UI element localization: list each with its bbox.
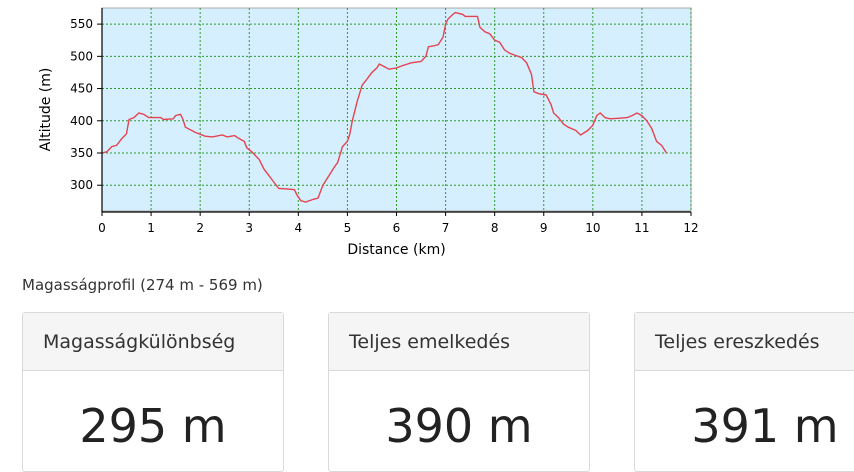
- x-tick-label: 11: [634, 221, 649, 235]
- total-ascent-card: Teljes emelkedés 390 m: [328, 312, 590, 472]
- x-tick-label: 0: [98, 221, 106, 235]
- y-tick-label: 550: [70, 17, 93, 31]
- y-tick-label: 450: [70, 82, 93, 96]
- x-tick-label: 1: [147, 221, 155, 235]
- x-axis-label: Distance (km): [347, 242, 445, 258]
- x-tick-label: 6: [393, 221, 401, 235]
- x-tick-label: 8: [491, 221, 499, 235]
- y-tick-label: 350: [70, 146, 93, 160]
- x-tick-label: 12: [683, 221, 698, 235]
- x-tick-label: 10: [585, 221, 600, 235]
- x-tick-label: 2: [196, 221, 204, 235]
- profile-caption: Magasságprofil (274 m - 569 m): [22, 276, 263, 294]
- total-descent-card: Teljes ereszkedés 391 m: [634, 312, 854, 472]
- grid: [102, 8, 692, 211]
- y-axis-label: Altitude (m): [38, 68, 54, 152]
- card-value: 391 m: [691, 399, 839, 453]
- x-tick-label: 9: [540, 221, 548, 235]
- card-title: Teljes emelkedés: [329, 313, 589, 371]
- x-tick-label: 7: [442, 221, 450, 235]
- card-value: 390 m: [385, 399, 533, 453]
- card-title: Magasságkülönbség: [23, 313, 283, 371]
- x-tick-label: 5: [344, 221, 352, 235]
- y-tick-label: 300: [70, 178, 93, 192]
- card-title: Teljes ereszkedés: [635, 313, 854, 371]
- y-tick-label: 400: [70, 114, 93, 128]
- card-value: 295 m: [79, 399, 227, 453]
- x-tick-label: 3: [245, 221, 253, 235]
- elevation-difference-card: Magasságkülönbség 295 m: [22, 312, 284, 472]
- x-tick-label: 4: [295, 221, 303, 235]
- y-tick-label: 500: [70, 49, 93, 63]
- elevation-profile-line: [101, 11, 668, 203]
